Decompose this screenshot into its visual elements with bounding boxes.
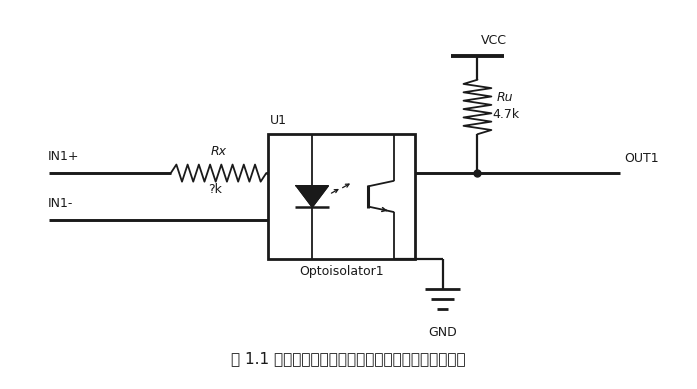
Text: VCC: VCC xyxy=(481,34,507,47)
Text: OUT1: OUT1 xyxy=(624,152,659,165)
Bar xyxy=(268,134,415,259)
Text: IN1+: IN1+ xyxy=(47,151,79,163)
Text: IN1-: IN1- xyxy=(47,197,72,210)
Text: 图 1.1 采用电阻串联的方式将信号输入光耦的常规做法: 图 1.1 采用电阻串联的方式将信号输入光耦的常规做法 xyxy=(231,350,466,366)
Text: 4.7k: 4.7k xyxy=(493,108,520,121)
Text: Ru: Ru xyxy=(497,91,514,104)
Text: Optoisolator1: Optoisolator1 xyxy=(299,265,384,277)
Text: ?k: ?k xyxy=(208,183,222,196)
Polygon shape xyxy=(296,186,328,207)
Text: U1: U1 xyxy=(270,114,286,127)
Text: Rx: Rx xyxy=(210,145,227,158)
Text: GND: GND xyxy=(428,326,457,339)
